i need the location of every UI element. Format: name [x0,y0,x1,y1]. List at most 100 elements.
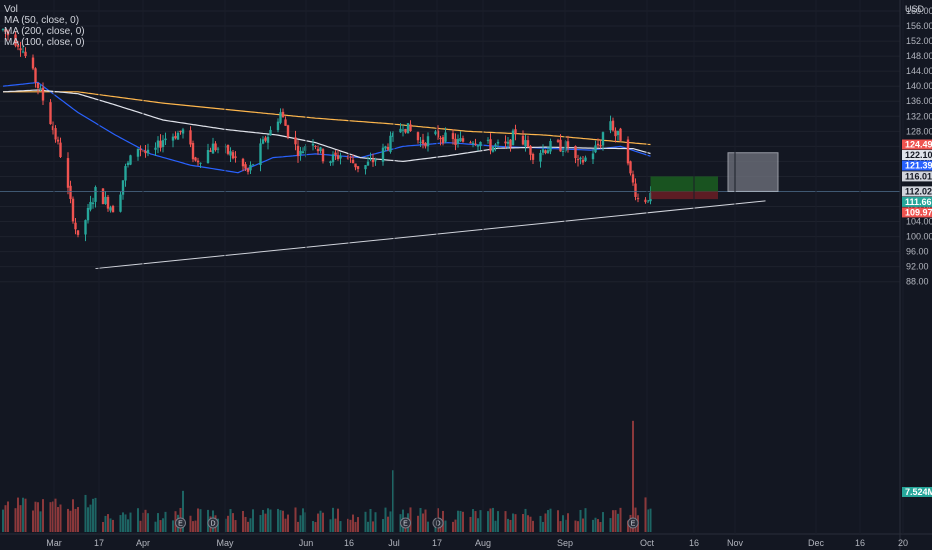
volume-bar [267,508,269,532]
volume-bar [417,515,419,532]
y-tick-label: 136.00 [906,96,932,106]
x-tick-label: 16 [344,538,354,548]
candle-body [489,139,492,151]
legend-vol[interactable]: Vol [4,4,18,15]
candlesticks [1,28,652,242]
volume-bar [372,521,374,532]
volume-bar [22,497,24,532]
candle-body [136,148,140,157]
y-tick-label: 132.00 [906,111,932,121]
volume-bar [609,518,612,532]
currency-label[interactable]: USD [904,4,924,14]
candle-body [109,207,112,211]
legend-ma50[interactable]: MA (50, close, 0) [4,15,80,26]
volume-bar [122,512,124,532]
legend-ma100[interactable]: MA (100, close, 0) [4,37,85,48]
x-tick-label: Jul [388,538,400,548]
volume-bar [14,508,17,532]
x-tick-label: 17 [432,538,442,548]
volume-bar [312,521,314,532]
volume-bar [489,508,492,532]
volume-bar [619,507,622,532]
price-tag [902,171,932,182]
candle-body [486,139,490,141]
candle-body [601,132,605,146]
x-tick-label: Sep [557,538,573,548]
candle-body [504,141,507,144]
candle-body [594,145,597,153]
volume-bar [144,509,147,532]
volume-bar [159,520,162,532]
candle-body [454,138,457,146]
candle-body [299,150,302,155]
volume-bar [19,505,22,532]
volume-bar [287,514,289,532]
candle-body [526,140,530,148]
candle-body [259,143,262,165]
y-tick-label: 160.00 [906,6,932,16]
volume-bar [612,510,614,532]
x-tick-label: Apr [136,538,150,548]
candle-body [599,145,602,147]
volume-bar [42,499,44,532]
candle-body [176,132,180,140]
volume-bar [194,520,197,532]
drawings[interactable] [0,152,900,270]
volume-bar [217,518,219,532]
candle-body [404,128,407,133]
volume-bar [539,515,542,532]
candle-body [559,139,562,152]
volume-bar [579,509,582,532]
candle-body [6,31,10,36]
volume-bar [347,518,349,532]
candle-body [491,146,495,152]
candle-body [566,141,570,148]
price-axis[interactable]: 88.0092.0096.00100.00104.00108.00112.001… [899,0,932,550]
volume-bar [162,518,164,532]
volume-bar [649,508,652,532]
candle-body [84,220,87,235]
ma200-line [3,91,651,146]
indicator-legend[interactable]: Vol MA (50, close, 0) MA (200, close, 0)… [4,4,85,48]
volume-bar [244,516,247,532]
candle-body [41,87,45,101]
volume-bar [39,511,42,532]
candle-body [514,129,517,134]
candle-body [596,143,600,146]
x-tick-label: 20 [898,538,908,548]
candle-body [231,152,235,159]
candle-body [94,187,97,202]
candle-body [636,198,640,200]
candle-body [111,206,115,213]
candle-body [579,157,582,160]
candle-body [21,51,25,53]
volume-bar [529,516,532,532]
event-marker [432,517,444,529]
volume-bar [329,519,332,532]
price-tag [902,139,932,150]
volume-bar [584,508,587,532]
candle-body [106,196,110,209]
candle-body [216,148,220,150]
candle-body [171,136,175,141]
candle-body [644,199,647,203]
volume-bar [542,521,544,532]
event-marker [400,517,411,529]
volume-bar [597,519,599,532]
candle-body [556,140,560,142]
volume-bar [87,507,89,532]
candle-body [336,155,340,160]
volume-bar [602,512,604,532]
candle-body [164,138,167,141]
candle-body [634,183,637,197]
volume-bar [24,498,27,532]
legend-ma200[interactable]: MA (200, close, 0) [4,26,85,37]
volume-bar [227,515,229,532]
volume-bar [72,499,74,532]
volume-bar [34,501,37,532]
candle-body [474,143,477,145]
